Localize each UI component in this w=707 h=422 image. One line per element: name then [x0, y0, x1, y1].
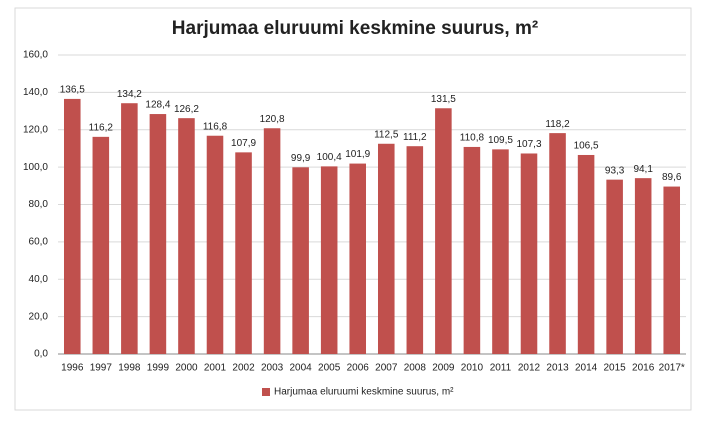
value-label: 100,4 [317, 152, 342, 163]
value-label: 116,8 [203, 121, 228, 132]
y-tick-label: 60,0 [29, 237, 49, 248]
bar [406, 146, 424, 354]
y-tick-label: 140,0 [23, 87, 48, 98]
bar [520, 153, 538, 354]
bar [92, 136, 110, 354]
x-tick-label: 2016 [632, 363, 655, 374]
value-label: 107,9 [231, 138, 256, 149]
value-label: 136,5 [60, 85, 85, 96]
x-tick-label: 2005 [318, 363, 341, 374]
y-tick-label: 0,0 [34, 349, 48, 360]
value-label: 118,2 [545, 119, 570, 130]
bar [492, 149, 509, 354]
x-tick-label: 2002 [232, 363, 255, 374]
bar [320, 166, 338, 354]
y-tick-label: 100,0 [23, 162, 48, 173]
legend-swatch [262, 388, 270, 396]
value-label: 101,9 [345, 149, 370, 160]
bar [149, 114, 167, 355]
value-label: 89,6 [662, 172, 682, 183]
x-tick-label: 1998 [118, 363, 141, 374]
x-tick-label: 2012 [518, 363, 541, 374]
bar [435, 108, 452, 355]
value-label: 116,2 [89, 122, 114, 133]
bar [292, 167, 309, 354]
value-label: 106,5 [574, 141, 599, 152]
value-label: 111,2 [403, 132, 427, 143]
value-label: 112,5 [374, 129, 399, 140]
bar [206, 135, 224, 354]
x-tick-label: 2015 [604, 363, 627, 374]
x-tick-label: 2004 [290, 363, 313, 374]
bar [606, 179, 623, 354]
x-tick-label: 2013 [546, 363, 569, 374]
bar [235, 152, 252, 354]
x-tick-label: 2000 [175, 363, 198, 374]
x-tick-label: 2001 [204, 363, 227, 374]
chart-title: Harjumaa eluruumi keskmine suurus, m² [172, 18, 538, 39]
bar [121, 103, 138, 355]
bar [634, 178, 652, 354]
value-label: 134,2 [117, 89, 142, 100]
y-tick-label: 120,0 [23, 124, 48, 135]
bar [549, 133, 566, 354]
x-tick-label: 1999 [147, 363, 170, 374]
y-tick-label: 160,0 [23, 50, 48, 61]
y-tick-label: 20,0 [29, 311, 49, 322]
x-tick-label: 1996 [61, 363, 84, 374]
bar [263, 128, 281, 354]
bar [663, 186, 681, 354]
x-tick-label: 2017* [659, 363, 685, 374]
x-tick-label: 2008 [404, 363, 427, 374]
y-tick-label: 80,0 [29, 199, 49, 210]
x-tick-label: 1997 [90, 363, 113, 374]
value-label: 120,8 [260, 114, 285, 125]
value-label: 109,5 [488, 135, 513, 146]
bar [178, 118, 195, 354]
value-label: 131,5 [431, 94, 456, 105]
x-tick-label: 2007 [375, 363, 398, 374]
value-label: 94,1 [633, 164, 653, 175]
bar [377, 143, 395, 354]
legend-label: Harjumaa eluruumi keskmine suurus, m² [274, 387, 454, 398]
x-tick-label: 2006 [347, 363, 370, 374]
value-label: 128,4 [145, 100, 170, 111]
x-tick-label: 2003 [261, 363, 284, 374]
x-tick-label: 2011 [490, 363, 512, 374]
value-label: 99,9 [291, 153, 311, 164]
x-tick-label: 2010 [461, 363, 484, 374]
bar [63, 98, 81, 355]
value-label: 107,3 [516, 139, 541, 150]
value-label: 126,2 [174, 104, 199, 115]
bar [463, 146, 481, 354]
value-label: 110,8 [460, 133, 485, 144]
x-tick-label: 2009 [432, 363, 455, 374]
y-tick-label: 40,0 [29, 274, 49, 285]
x-tick-label: 2014 [575, 363, 598, 374]
value-label: 93,3 [605, 165, 625, 176]
bar [577, 154, 595, 354]
bar [349, 163, 367, 354]
